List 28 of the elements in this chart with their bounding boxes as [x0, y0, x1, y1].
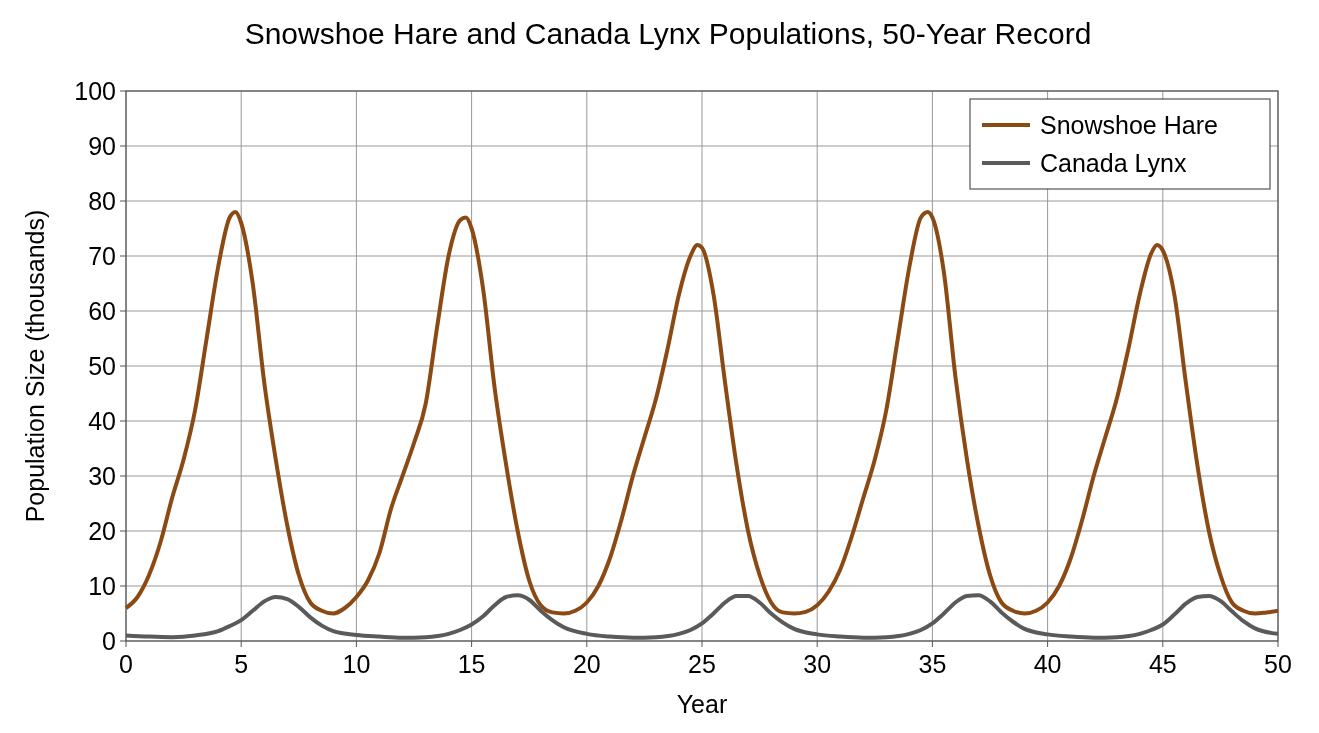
x-tick-label: 35: [918, 650, 947, 678]
y-tick-label: 80: [88, 186, 116, 215]
legend-label: Canada Lynx: [1040, 148, 1187, 177]
x-tick-label: 15: [457, 650, 486, 678]
y-tick-label: 70: [88, 241, 116, 270]
x-tick-label: 25: [688, 650, 716, 678]
y-axis-title: Population Size (thousands): [21, 209, 49, 523]
y-tick-label: 20: [88, 516, 116, 545]
x-tick-label: 30: [803, 650, 832, 678]
y-tick-label: 40: [88, 406, 116, 435]
y-tick-label: 100: [74, 76, 116, 105]
y-tick-label: 60: [88, 296, 116, 325]
chart-title: Snowshoe Hare and Canada Lynx Populations, 50-Year Record: [244, 17, 1092, 50]
y-tick-label: 10: [88, 571, 116, 600]
x-tick-label: 0: [119, 650, 133, 678]
x-tick-label: 40: [1033, 650, 1062, 678]
y-tick-label: 90: [88, 131, 116, 160]
x-tick-label: 45: [1148, 650, 1177, 678]
x-tick-label: 5: [234, 650, 249, 678]
legend-label: Snowshoe Hare: [1040, 110, 1218, 139]
x-tick-label: 10: [342, 650, 371, 678]
y-tick-label: 0: [102, 626, 116, 655]
y-tick-label: 30: [88, 461, 116, 490]
x-tick-label: 20: [572, 650, 601, 678]
x-tick-label: 50: [1264, 650, 1292, 678]
x-axis-title: Year: [676, 690, 728, 718]
line-series: [124, 210, 1280, 616]
y-tick-label: 50: [88, 351, 116, 380]
